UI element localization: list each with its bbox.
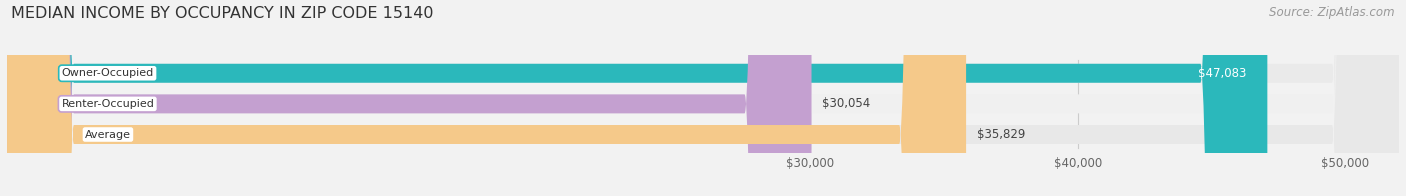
- Text: MEDIAN INCOME BY OCCUPANCY IN ZIP CODE 15140: MEDIAN INCOME BY OCCUPANCY IN ZIP CODE 1…: [11, 6, 433, 21]
- Text: Source: ZipAtlas.com: Source: ZipAtlas.com: [1270, 6, 1395, 19]
- Text: $30,054: $30,054: [823, 97, 870, 110]
- Text: Owner-Occupied: Owner-Occupied: [62, 68, 155, 78]
- FancyBboxPatch shape: [7, 0, 1399, 196]
- FancyBboxPatch shape: [7, 0, 1399, 196]
- FancyBboxPatch shape: [7, 0, 966, 196]
- FancyBboxPatch shape: [7, 0, 1399, 196]
- FancyBboxPatch shape: [7, 0, 1267, 196]
- Text: $35,829: $35,829: [977, 128, 1025, 141]
- Text: Average: Average: [84, 130, 131, 140]
- FancyBboxPatch shape: [7, 0, 811, 196]
- Text: $47,083: $47,083: [1198, 67, 1246, 80]
- Text: Renter-Occupied: Renter-Occupied: [62, 99, 155, 109]
